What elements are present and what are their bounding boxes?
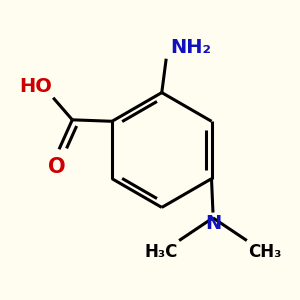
Text: HO: HO	[19, 77, 52, 96]
Text: H₃C: H₃C	[144, 244, 178, 262]
Text: O: O	[48, 157, 65, 177]
Text: NH₂: NH₂	[171, 38, 212, 57]
Text: CH₃: CH₃	[248, 244, 282, 262]
Text: N: N	[205, 214, 221, 233]
